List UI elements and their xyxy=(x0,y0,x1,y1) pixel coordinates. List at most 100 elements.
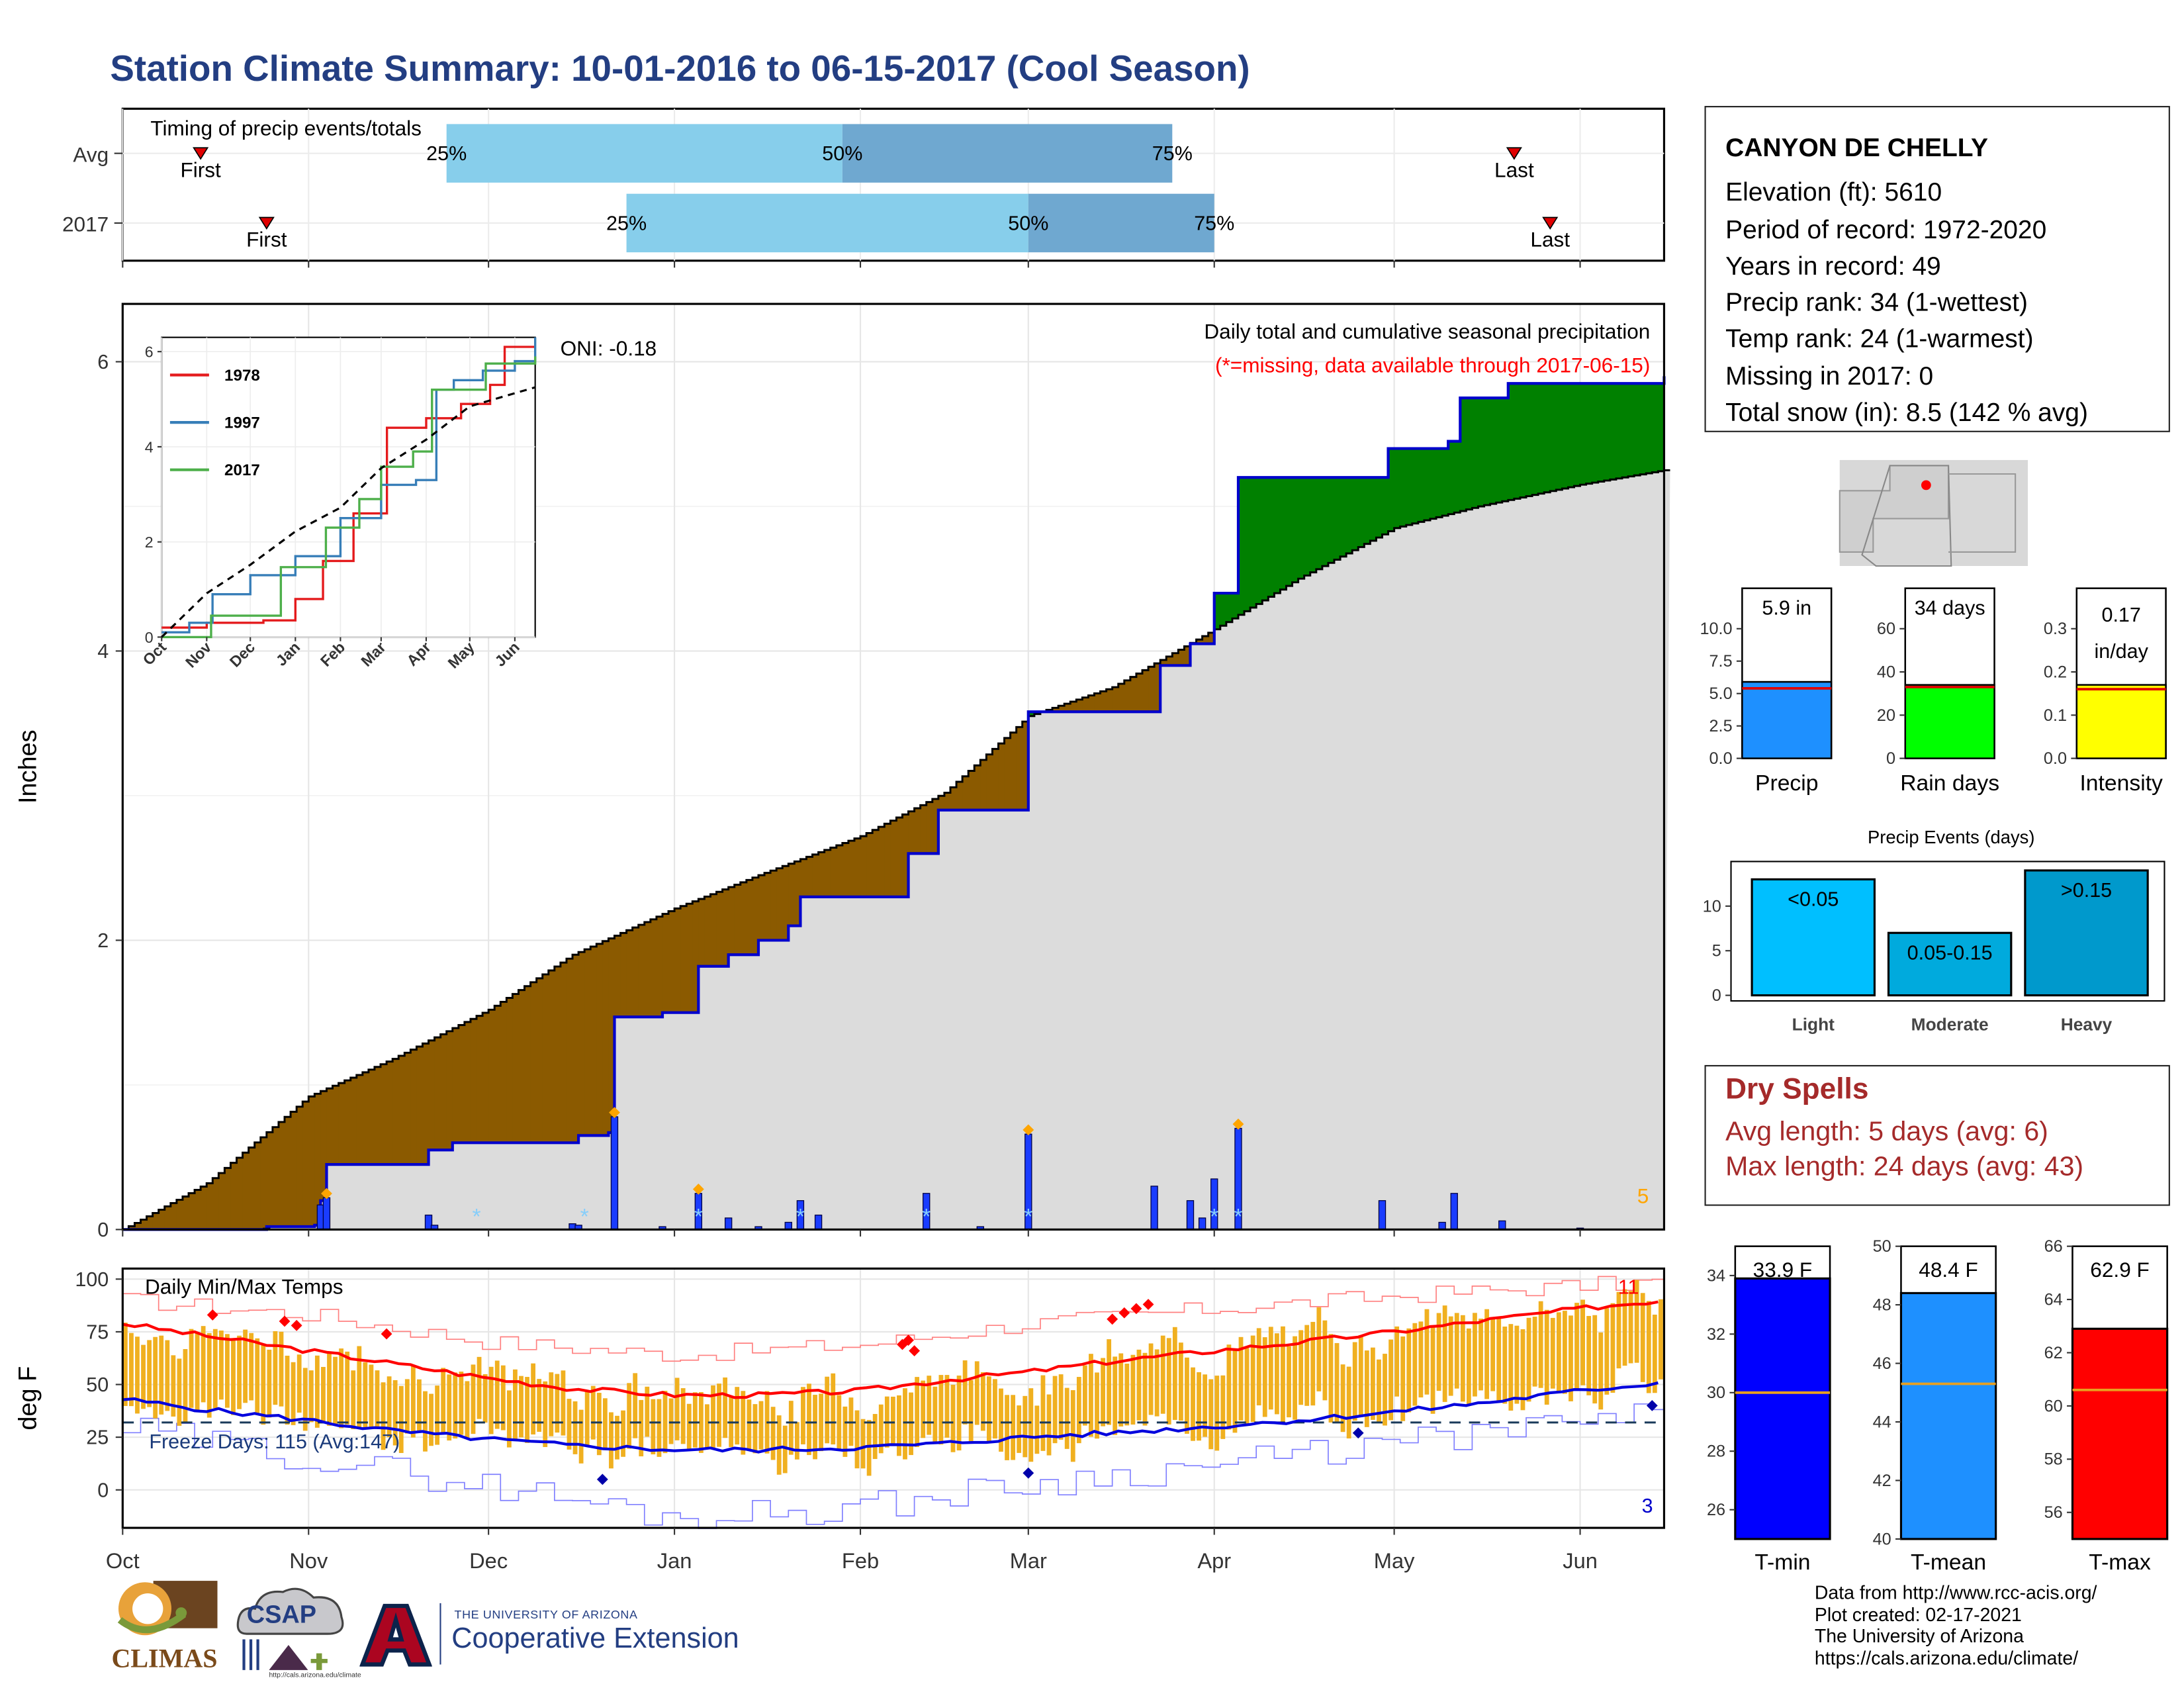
precip-deficit-fill xyxy=(668,911,675,1013)
ua-logo-big-text: Cooperative Extension xyxy=(451,1622,739,1655)
precip-events-bar xyxy=(2024,869,2149,997)
daily-temp-bar xyxy=(1652,1314,1657,1393)
daily-temp-bar xyxy=(735,1387,740,1445)
daily-temp-bar xyxy=(813,1395,817,1460)
daily-temp-bar xyxy=(837,1395,842,1449)
cumulative-2017-line xyxy=(122,376,1666,1231)
precip-deficit-fill xyxy=(350,1077,357,1165)
precip-surplus-fill xyxy=(1406,448,1413,526)
dry-spells-title: Dry Spells xyxy=(1725,1073,1869,1105)
summary-bar-ytick-label: 7.5 xyxy=(1709,652,1733,671)
precip-deficit-fill xyxy=(494,1006,502,1143)
daily-temp-bar xyxy=(993,1379,997,1439)
precip-deficit-fill xyxy=(404,1053,412,1165)
daily-temp-bar xyxy=(1214,1376,1220,1451)
credit-data-source: Data from http://www.rcc-acis.org/ xyxy=(1814,1582,2097,1603)
precip-deficit-fill xyxy=(956,782,963,810)
inset-legend-label: 1997 xyxy=(224,414,260,432)
daily-temp-bar xyxy=(825,1376,830,1444)
precip-deficit-fill xyxy=(782,866,790,941)
daily-temp-bar xyxy=(261,1343,266,1425)
precip-deficit-fill xyxy=(812,854,819,897)
summary-bar-value-label: 34 days xyxy=(1915,597,1985,620)
record-high-marker xyxy=(903,1335,914,1346)
temp-summary-ytick-label: 44 xyxy=(1873,1413,1891,1431)
precip-surplus-fill xyxy=(1394,448,1401,528)
daily-temp-bar xyxy=(1592,1315,1598,1404)
daily-temp-bar xyxy=(1197,1372,1201,1441)
precip-deficit-fill xyxy=(128,1226,136,1230)
precip-surplus-fill xyxy=(1274,477,1281,594)
summary-bar-chart-rain-days: 0 20 40 60 34 days Rain days xyxy=(1877,587,1999,796)
daily-temp-bar xyxy=(441,1368,446,1434)
daily-temp-bar xyxy=(1526,1317,1531,1402)
daily-temp-bar xyxy=(519,1376,523,1438)
precip-surplus-fill xyxy=(1520,383,1527,498)
precip-deficit-fill xyxy=(902,814,909,897)
temp-summary-ytick-label: 62 xyxy=(2044,1344,2063,1362)
precip-surplus-fill xyxy=(1538,383,1545,494)
summary-bar-ytick-label: 0.2 xyxy=(2044,663,2067,681)
daily-temp-bar xyxy=(1424,1309,1430,1395)
precip-events-bar xyxy=(1887,931,2013,997)
precip-deficit-fill xyxy=(596,943,604,1136)
avg-tmax-line xyxy=(122,1300,1659,1399)
daily-temp-bar xyxy=(1346,1366,1351,1438)
precip-deficit-fill xyxy=(614,935,621,1017)
freeze-days-label: Freeze Days: 115 (Avg:147) xyxy=(149,1430,400,1453)
precip-panel-header: Daily total and cumulative seasonal prec… xyxy=(1204,320,1650,344)
precip-deficit-fill xyxy=(195,1190,201,1230)
precip-surplus-fill xyxy=(1304,477,1311,576)
station-name: CANYON DE CHELLY xyxy=(1725,132,1988,162)
daily-temp-bar xyxy=(1274,1333,1279,1415)
climas-logo-text: CLIMAS xyxy=(111,1644,218,1675)
precip-surplus-fill xyxy=(1634,383,1641,476)
precip-surplus-fill xyxy=(1466,398,1473,510)
daily-temp-bar xyxy=(1442,1305,1447,1402)
daily-temp-bar xyxy=(1064,1387,1069,1449)
daily-temp-bar xyxy=(782,1425,788,1474)
month-axis-label: Apr xyxy=(1197,1548,1231,1573)
inset-frame xyxy=(161,336,536,638)
snow-day-marker: * xyxy=(580,1205,589,1229)
summary-bar-value-label: 0.17 xyxy=(2101,604,2140,626)
daily-temp-bar xyxy=(363,1362,368,1428)
temp-bottom-count: 3 xyxy=(1642,1495,1653,1517)
daily-temp-bar xyxy=(537,1379,542,1432)
precip-deficit-fill xyxy=(1202,635,1209,644)
month-axis-label: Jun xyxy=(1563,1548,1598,1573)
snow-day-marker: * xyxy=(1210,1205,1218,1229)
daily-temp-bar xyxy=(578,1409,584,1464)
precip-deficit-fill xyxy=(758,875,765,941)
month-axis-label: Feb xyxy=(842,1548,879,1573)
daily-temp-bar xyxy=(1250,1335,1255,1423)
daily-temp-bar xyxy=(770,1407,776,1460)
csap-logo-url: http://cals.arizona.edu/climate xyxy=(269,1671,361,1680)
precip-surplus-fill xyxy=(1352,477,1359,551)
daily-temp-bar xyxy=(1118,1353,1124,1427)
daily-temp-bar xyxy=(345,1351,350,1425)
daily-temp-bar xyxy=(404,1379,410,1434)
summary-bar xyxy=(1904,684,1995,759)
summary-bar-category-label: Precip xyxy=(1755,771,1819,796)
record-high-marker xyxy=(1118,1307,1130,1319)
daily-temp-bar xyxy=(974,1361,979,1425)
daily-temp-bar xyxy=(392,1380,398,1446)
precip-deficit-fill xyxy=(986,754,993,810)
precip-panel: * * * * * * * * 0 2 4 6 Inches ONI: -0.18 Daily total … xyxy=(15,303,1670,1241)
precip-deficit-fill xyxy=(542,974,549,1143)
precip-deficit-fill xyxy=(170,1203,177,1230)
precip-surplus-fill xyxy=(1532,383,1539,495)
daily-temp-bar xyxy=(183,1348,188,1423)
daily-temp-bar xyxy=(1436,1313,1441,1391)
precip-surplus-fill xyxy=(1544,383,1551,492)
station-info-box: CANYON DE CHELLY Elevation (ft): 5610 Pe… xyxy=(1704,106,2170,432)
daily-temp-bar xyxy=(651,1399,656,1455)
precip-surplus-fill xyxy=(1382,477,1389,535)
timing-p25-label: 25% xyxy=(606,212,647,234)
precip-deficit-fill xyxy=(674,908,681,1013)
precip-deficit-fill xyxy=(518,990,525,1143)
page-title: Station Climate Summary: 10-01-2016 to 0… xyxy=(110,47,1250,89)
precip-deficit-fill xyxy=(890,820,897,897)
precip-surplus-fill xyxy=(1334,477,1341,560)
